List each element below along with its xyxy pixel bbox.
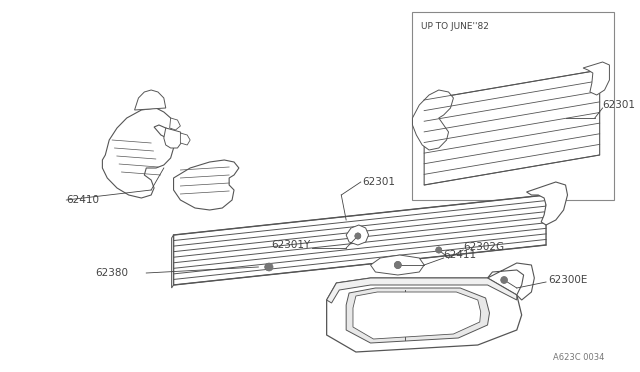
Polygon shape xyxy=(488,263,534,300)
Text: UP TO JUNE''82: UP TO JUNE''82 xyxy=(421,22,489,31)
Polygon shape xyxy=(371,255,424,275)
Circle shape xyxy=(355,233,361,239)
Polygon shape xyxy=(170,118,180,130)
Polygon shape xyxy=(172,235,173,288)
Polygon shape xyxy=(164,128,183,148)
Polygon shape xyxy=(412,90,453,150)
Text: 62301: 62301 xyxy=(363,177,396,187)
Circle shape xyxy=(500,276,508,283)
Circle shape xyxy=(436,247,442,253)
Text: 62411: 62411 xyxy=(444,250,477,260)
Circle shape xyxy=(436,247,442,253)
Polygon shape xyxy=(173,160,239,210)
Polygon shape xyxy=(527,182,568,225)
Polygon shape xyxy=(583,62,609,95)
Polygon shape xyxy=(326,278,522,352)
Text: 62301: 62301 xyxy=(603,100,636,110)
Polygon shape xyxy=(102,108,173,198)
Polygon shape xyxy=(412,12,614,200)
Polygon shape xyxy=(353,292,481,339)
Text: 62410: 62410 xyxy=(67,195,99,205)
Polygon shape xyxy=(134,90,166,110)
Text: 62302G: 62302G xyxy=(463,242,504,252)
Polygon shape xyxy=(346,288,490,343)
Circle shape xyxy=(394,262,401,269)
Text: 62380: 62380 xyxy=(95,268,129,278)
Circle shape xyxy=(265,263,271,270)
Circle shape xyxy=(394,262,401,269)
Polygon shape xyxy=(326,278,516,303)
Text: A623C 0034: A623C 0034 xyxy=(553,353,605,362)
Polygon shape xyxy=(173,195,546,285)
Circle shape xyxy=(355,233,361,239)
Text: 62300E: 62300E xyxy=(548,275,588,285)
Circle shape xyxy=(265,263,273,271)
Polygon shape xyxy=(180,133,190,145)
Polygon shape xyxy=(346,225,369,245)
Text: 62301Y: 62301Y xyxy=(271,240,310,250)
Polygon shape xyxy=(424,70,600,185)
Circle shape xyxy=(501,277,507,283)
